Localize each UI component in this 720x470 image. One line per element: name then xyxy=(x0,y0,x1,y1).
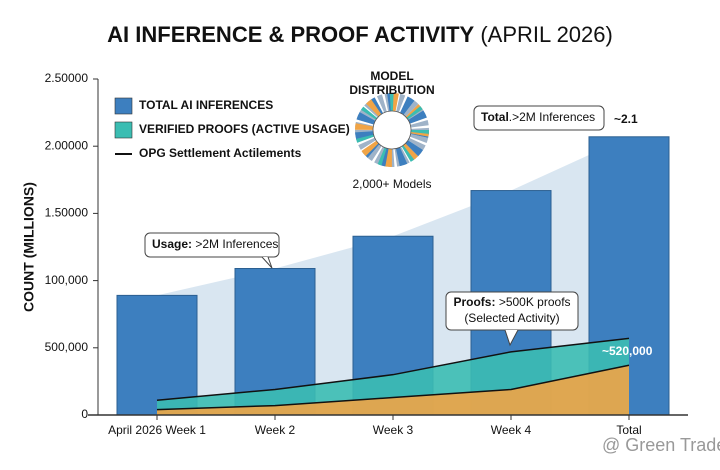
callout-usage: Usage: >2M Inferences xyxy=(144,232,280,269)
legend-label: TOTAL AI INFERENCES xyxy=(139,98,273,112)
proofs-value: ~520,000 xyxy=(602,344,653,358)
title-main: AI INFERENCE & PROOF ACTIVITY xyxy=(107,22,474,47)
y-tick-label: 2.50000 xyxy=(45,71,89,85)
chart-title: AI INFERENCE & PROOF ACTIVITY (APRIL 202… xyxy=(107,22,613,47)
svg-text:Proofs: >500K proofs: Proofs: >500K proofs xyxy=(453,295,570,309)
x-tick-label: Week 2 xyxy=(255,423,296,437)
callout-text: .>2M Inferences xyxy=(509,110,595,124)
legend-label: OPG Settlement Actilements xyxy=(139,146,302,160)
y-tick-label: 2.00000 xyxy=(45,138,89,152)
total-value: ~2.1 xyxy=(614,112,638,126)
donut-ring xyxy=(355,93,429,167)
model-title: DISTRIBUTION xyxy=(349,83,434,97)
x-tick-label: April 2026 Week 1 xyxy=(108,423,206,437)
callout-proofs: Proofs: >500K proofs (Selected Activity) xyxy=(445,291,579,347)
callout-text: (Selected Activity) xyxy=(464,311,559,325)
legend-swatch xyxy=(114,121,133,139)
callout-tail xyxy=(504,329,519,347)
model-caption: 2,000+ Models xyxy=(352,177,431,191)
callout-label: Total xyxy=(481,110,509,124)
legend-item: VERIFIED PROOFS (ACTIVE USAGE) xyxy=(114,121,350,139)
callout-text: >500K proofs xyxy=(499,295,571,309)
callout-box xyxy=(144,232,280,258)
model-title: MODEL xyxy=(370,69,413,83)
callout-tail xyxy=(261,256,273,269)
svg-text:Usage: >2M Inferences: Usage: >2M Inferences xyxy=(152,237,278,251)
x-tick-label: Week 4 xyxy=(491,423,532,437)
plot-area: 0 500,000 100,000 1.50000 2.00000 2.50000 Apri… xyxy=(45,71,688,437)
callout-box xyxy=(473,105,605,131)
x-tick-label: Week 3 xyxy=(373,423,414,437)
area-edge xyxy=(156,364,630,411)
callout-total: Total.>2M Inferences ~2.1 xyxy=(473,105,638,131)
legend-item: TOTAL AI INFERENCES xyxy=(114,97,273,115)
y-tick-label: 100,000 xyxy=(45,273,89,287)
model-donut: MODEL DISTRIBUTION 2,000+ Models xyxy=(349,69,434,191)
callout-label: Usage: xyxy=(152,237,192,251)
area xyxy=(157,365,629,415)
callout-text: >2M Inferences xyxy=(195,237,278,251)
y-tick-label: 0 xyxy=(81,407,88,421)
svg-text:Total.>2M Inferences: Total.>2M Inferences xyxy=(481,110,595,124)
y-tick-label: 1.50000 xyxy=(45,206,89,220)
callout-label: Proofs: xyxy=(453,295,495,309)
legend-label: VERIFIED PROOFS (ACTIVE USAGE) xyxy=(139,122,350,136)
area-edge xyxy=(156,337,630,401)
title-suffix: (APRIL 2026) xyxy=(480,22,612,47)
y-tick-label: 500,000 xyxy=(45,340,89,354)
x-tick-label: Total xyxy=(616,423,641,437)
legend-item: OPG Settlement Actilements xyxy=(115,146,302,160)
legend-swatch xyxy=(114,97,133,115)
y-axis-label: COUNT (MILLIONS) xyxy=(21,182,37,312)
donut-hole xyxy=(372,110,412,150)
bar xyxy=(116,294,198,416)
watermark: @ Green Traders xyxy=(602,435,720,455)
